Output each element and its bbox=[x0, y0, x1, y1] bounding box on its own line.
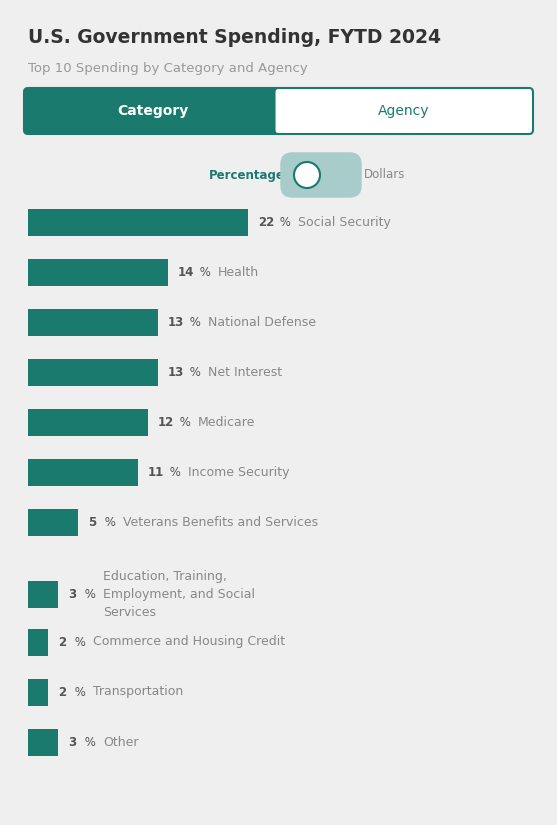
Text: 14: 14 bbox=[178, 266, 194, 279]
Text: Net Interest: Net Interest bbox=[208, 365, 282, 379]
FancyBboxPatch shape bbox=[28, 728, 58, 756]
Text: Medicare: Medicare bbox=[198, 416, 255, 428]
Circle shape bbox=[294, 162, 320, 188]
FancyBboxPatch shape bbox=[275, 88, 533, 134]
Text: %: % bbox=[176, 416, 191, 428]
Text: %: % bbox=[71, 686, 86, 699]
Text: Veterans Benefits and Services: Veterans Benefits and Services bbox=[123, 516, 318, 529]
Text: U.S. Government Spending, FYTD 2024: U.S. Government Spending, FYTD 2024 bbox=[28, 28, 441, 47]
FancyBboxPatch shape bbox=[28, 359, 158, 385]
Text: %: % bbox=[166, 465, 181, 478]
Text: Transportation: Transportation bbox=[93, 686, 183, 699]
FancyBboxPatch shape bbox=[28, 309, 158, 336]
Text: %: % bbox=[276, 215, 291, 229]
Text: Income Security: Income Security bbox=[188, 465, 290, 478]
Text: Social Security: Social Security bbox=[298, 215, 391, 229]
Text: 5: 5 bbox=[88, 516, 96, 529]
FancyBboxPatch shape bbox=[28, 209, 248, 235]
FancyBboxPatch shape bbox=[28, 629, 48, 656]
Text: %: % bbox=[81, 587, 96, 601]
Text: %: % bbox=[81, 736, 96, 748]
FancyBboxPatch shape bbox=[24, 88, 282, 134]
Text: Dollars: Dollars bbox=[364, 168, 405, 182]
Text: 11: 11 bbox=[148, 465, 164, 478]
Text: 3: 3 bbox=[68, 736, 76, 748]
Text: Health: Health bbox=[218, 266, 259, 279]
Text: 22: 22 bbox=[258, 215, 274, 229]
Text: Commerce and Housing Credit: Commerce and Housing Credit bbox=[93, 635, 285, 648]
Text: Percentage: Percentage bbox=[209, 168, 285, 182]
FancyBboxPatch shape bbox=[28, 408, 148, 436]
Text: 3: 3 bbox=[68, 587, 76, 601]
Text: 12: 12 bbox=[158, 416, 174, 428]
Text: 13: 13 bbox=[168, 315, 184, 328]
Text: %: % bbox=[101, 516, 116, 529]
FancyBboxPatch shape bbox=[281, 153, 361, 197]
FancyBboxPatch shape bbox=[28, 258, 168, 285]
Text: National Defense: National Defense bbox=[208, 315, 316, 328]
Text: Agency: Agency bbox=[378, 104, 429, 118]
Text: 2: 2 bbox=[58, 686, 66, 699]
Text: %: % bbox=[196, 266, 211, 279]
Text: %: % bbox=[186, 315, 201, 328]
Text: 13: 13 bbox=[168, 365, 184, 379]
FancyBboxPatch shape bbox=[28, 581, 58, 607]
FancyBboxPatch shape bbox=[28, 459, 138, 485]
Text: Category: Category bbox=[118, 104, 189, 118]
FancyBboxPatch shape bbox=[28, 508, 78, 535]
Text: %: % bbox=[186, 365, 201, 379]
Text: 2: 2 bbox=[58, 635, 66, 648]
Text: Top 10 Spending by Category and Agency: Top 10 Spending by Category and Agency bbox=[28, 62, 308, 75]
Text: Other: Other bbox=[103, 736, 139, 748]
Text: %: % bbox=[71, 635, 86, 648]
Text: Education, Training,
Employment, and Social
Services: Education, Training, Employment, and Soc… bbox=[103, 569, 255, 619]
FancyBboxPatch shape bbox=[28, 678, 48, 705]
